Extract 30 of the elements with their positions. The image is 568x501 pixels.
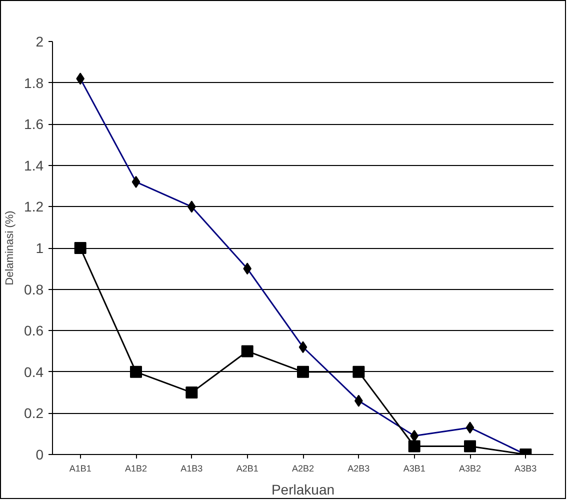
point	[464, 440, 476, 452]
point	[74, 242, 86, 254]
x-tick-label: A1B2	[124, 464, 148, 474]
x-tick-label: A3B3	[514, 464, 537, 474]
x-tick-label: A2B1	[236, 464, 258, 474]
y-tick-label: 0.8	[24, 281, 44, 298]
point	[408, 440, 420, 452]
y-tick-label: 1.4	[24, 157, 44, 174]
y-tick-label: 0	[36, 446, 44, 462]
x-tick-label: A2B3	[348, 464, 370, 474]
y-tick-label: 1.2	[24, 198, 44, 215]
y-tick-label: 1	[36, 240, 44, 256]
y-tick-label: 0.4	[24, 364, 44, 380]
point	[352, 366, 365, 378]
y-tick-label: 1.6	[24, 116, 44, 132]
x-tick-label: A3B1	[403, 464, 426, 474]
x-tick-label: A2B2	[292, 464, 314, 474]
x-tick-label: A3B2	[458, 464, 482, 474]
y-tick-label: 0.6	[24, 322, 44, 339]
y-tick-label: 2	[36, 34, 44, 50]
x-tick-label: A1B3	[180, 464, 203, 474]
y-tick-label: 0.2	[24, 405, 44, 422]
x-tick-label: A1B1	[69, 464, 92, 474]
x-axis-title: Perlakuan	[271, 482, 335, 498]
y-tick-label: 1.8	[24, 74, 44, 91]
point	[186, 386, 198, 399]
point	[297, 366, 309, 378]
point	[130, 366, 142, 378]
y-axis-title: Delaminasi (%)	[4, 210, 16, 286]
point	[241, 345, 254, 358]
